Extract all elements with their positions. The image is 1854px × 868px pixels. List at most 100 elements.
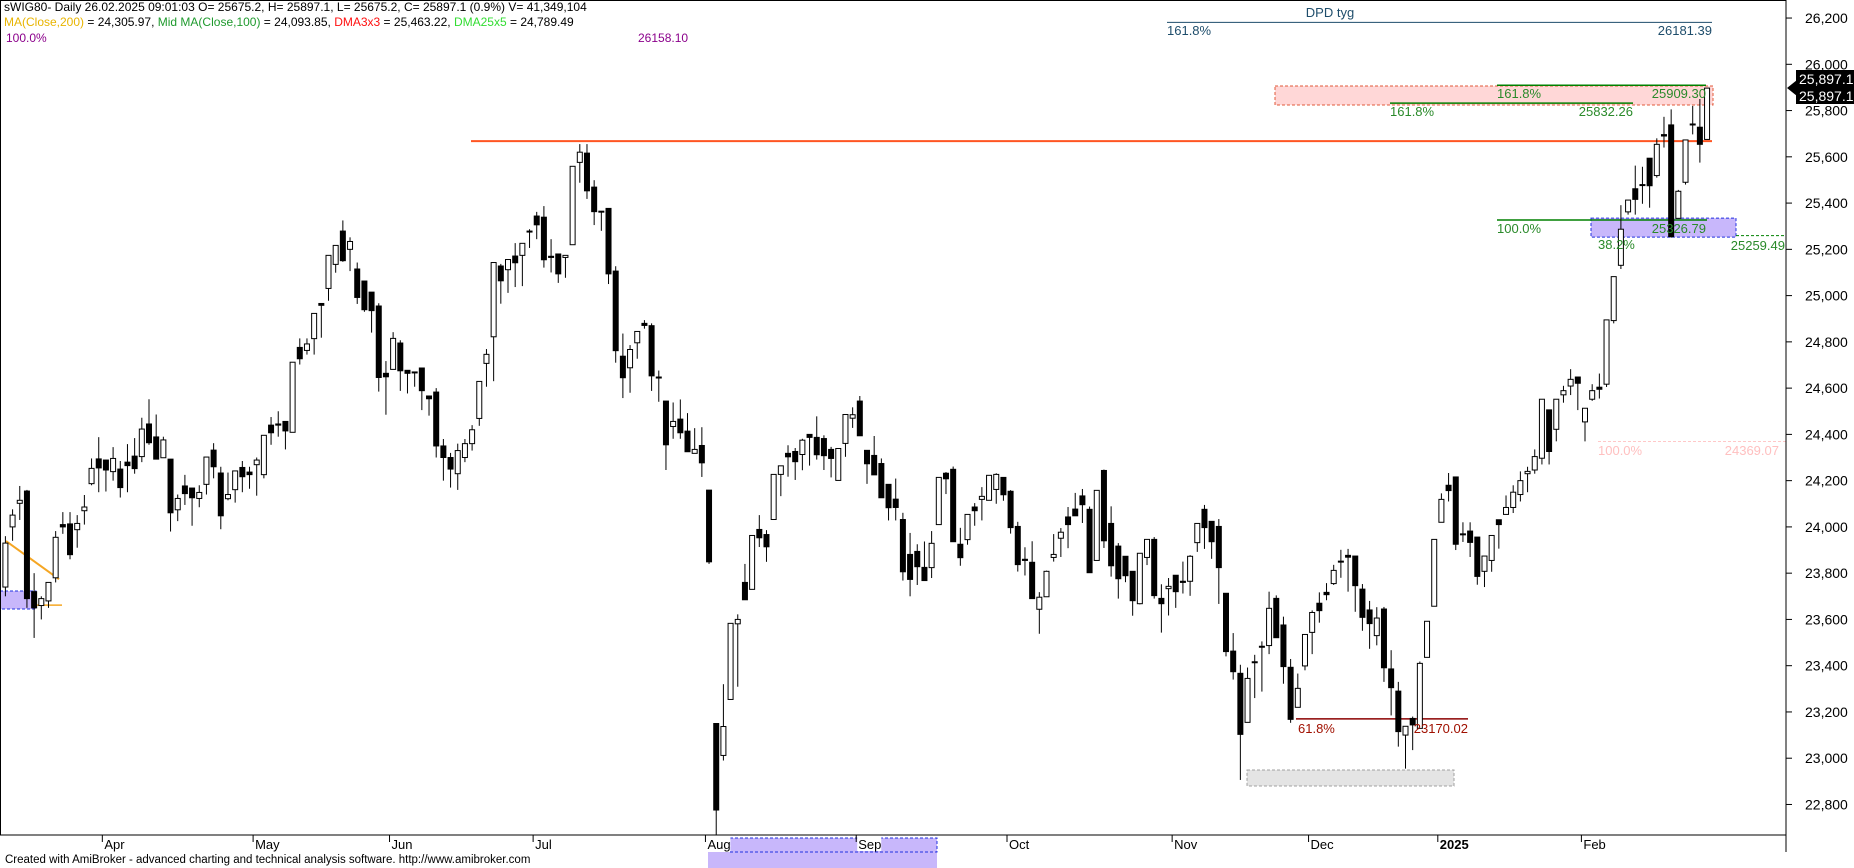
candle: [1503, 495, 1510, 515]
x-tick-label-bg: [706, 837, 731, 851]
candle: [849, 407, 856, 428]
candle-body-down: [1273, 597, 1280, 639]
candle: [1115, 543, 1122, 599]
candle: [325, 254, 332, 301]
candle-body-up: [1538, 398, 1545, 459]
candle-body-down: [31, 591, 38, 609]
candle: [942, 472, 949, 495]
candle-body-down: [1696, 126, 1703, 145]
candle: [1330, 564, 1337, 585]
candle-body-down: [1172, 574, 1179, 593]
candle-body-up: [289, 361, 296, 433]
candle-body-up: [727, 622, 734, 700]
candle: [1589, 384, 1596, 401]
candle-body-down: [792, 451, 799, 463]
candle: [1380, 606, 1387, 682]
candle: [1108, 506, 1115, 577]
candle: [813, 416, 820, 460]
candle-body-down: [95, 458, 102, 469]
candle-body-up: [1589, 390, 1596, 400]
y-tick-label: 23,600: [1805, 611, 1848, 627]
plot-frame: [0, 0, 1787, 836]
candle-body-up: [928, 542, 935, 569]
candle-body-down: [1352, 555, 1359, 587]
candle-body-down: [1646, 157, 1653, 187]
candle: [871, 436, 878, 476]
y-tick-label: 26,200: [1805, 10, 1848, 26]
candle-body-up: [1567, 378, 1574, 387]
candle-body-up: [1043, 570, 1050, 598]
candle: [655, 370, 662, 402]
candle: [583, 144, 590, 199]
candle-body-down: [828, 448, 835, 459]
candle: [986, 474, 993, 501]
candle-body-up: [993, 473, 1000, 490]
candle-body-down: [404, 369, 411, 374]
candle-body-down: [497, 265, 504, 282]
fib-a-value: 25909.30: [1652, 86, 1706, 101]
candle-body-up: [1416, 662, 1423, 729]
candles-layer: [2, 87, 1711, 835]
candle-body-up: [1625, 199, 1632, 213]
candle: [799, 438, 806, 471]
x-tick-label-bg: [1582, 837, 1607, 851]
candle-body-down: [555, 253, 562, 275]
candle: [1373, 607, 1380, 646]
candle-body-down: [1287, 666, 1294, 720]
candle: [203, 456, 210, 495]
candle: [993, 473, 1000, 504]
candle: [792, 448, 799, 480]
candle: [1553, 398, 1560, 442]
fib-f-value: 23170.02: [1414, 721, 1468, 736]
chart-header-ohlc: sWIG80- Daily 26.02.2025 09:01:03 O= 256…: [4, 0, 587, 14]
candle: [2, 536, 9, 597]
x-tick-label-bg: [1309, 837, 1334, 851]
candle: [785, 445, 792, 477]
candle: [1230, 633, 1237, 680]
candle-body-down: [1445, 484, 1452, 492]
dpd-value: 26181.39: [1658, 23, 1712, 38]
candle: [907, 532, 914, 597]
candle: [1179, 561, 1186, 594]
candle-body-down: [892, 498, 899, 508]
candle-body-down: [856, 400, 863, 437]
candle: [196, 485, 203, 508]
candle: [727, 622, 734, 700]
dpd-title: DPD tyg: [1306, 5, 1354, 20]
candle-body-down: [1323, 591, 1330, 596]
candle: [1201, 504, 1208, 549]
candle-body-down: [1574, 376, 1581, 384]
candle: [1510, 485, 1517, 514]
x-tick-label: Nov: [1174, 837, 1198, 852]
candle: [540, 206, 547, 268]
candle-body-up: [38, 598, 45, 607]
candle: [1021, 547, 1028, 576]
candle: [447, 452, 454, 488]
candle-body-up: [576, 151, 583, 163]
candle-body-up: [849, 414, 856, 419]
candle-body-down: [1079, 495, 1086, 506]
trend-line-left: [5, 540, 60, 580]
x-tick-label-bg: [1438, 837, 1469, 851]
candle: [38, 596, 45, 620]
candle-body-down: [1380, 608, 1387, 669]
candle: [677, 399, 684, 439]
candle: [878, 458, 885, 499]
candle: [189, 487, 196, 526]
candle: [469, 425, 476, 451]
fib-b-value: 25832.26: [1579, 104, 1633, 119]
candle: [914, 544, 921, 585]
candle: [368, 291, 375, 333]
candle-body-up: [469, 429, 476, 445]
candle-body-down: [957, 543, 964, 559]
x-tick-label-bg: [390, 837, 415, 851]
candle-body-down: [433, 391, 440, 447]
candle-body-up: [1402, 725, 1409, 736]
levels-layer: [5, 21, 1786, 720]
candle: [548, 239, 555, 273]
candle-body-down: [1237, 672, 1244, 735]
candle-body-down: [662, 400, 669, 446]
candle: [1258, 641, 1265, 692]
candle: [964, 513, 971, 545]
